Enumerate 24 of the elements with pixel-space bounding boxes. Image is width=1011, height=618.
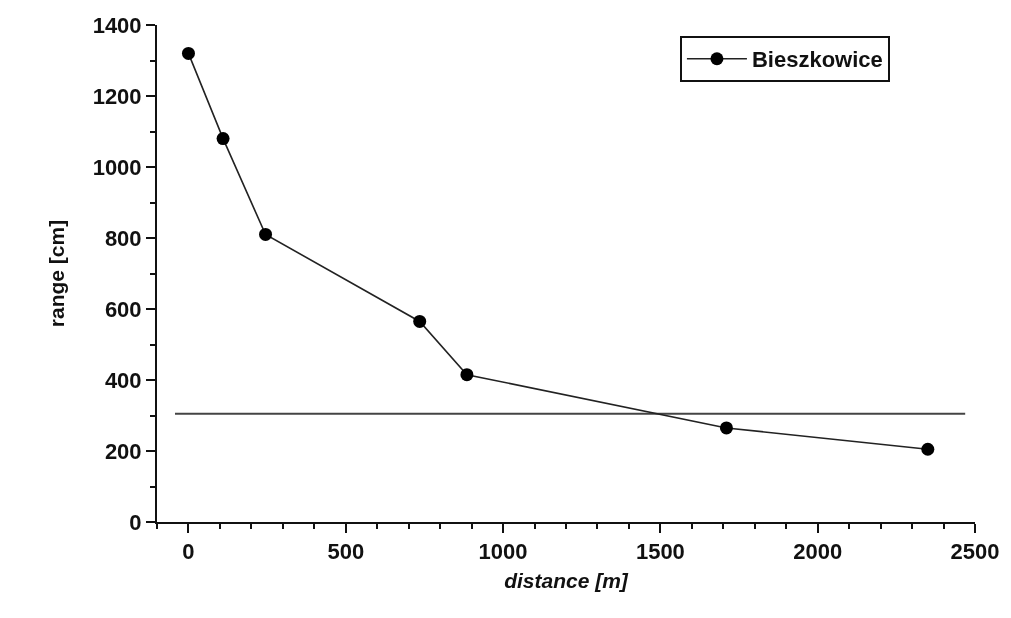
- y-tick-label: 1000: [92, 154, 142, 180]
- legend-label: Bieszkowice: [751, 47, 883, 73]
- y-tick-label: 800: [104, 225, 142, 251]
- point: [460, 368, 474, 382]
- x-tick-label: 1500: [635, 539, 685, 565]
- point: [181, 46, 195, 60]
- x-axis-title: distance [m]: [504, 569, 629, 593]
- y-tick-label: 400: [104, 367, 142, 393]
- point: [719, 421, 733, 435]
- point: [259, 227, 273, 241]
- y-tick-label: 600: [104, 296, 142, 322]
- y-tick-label: 1200: [92, 83, 142, 109]
- point: [413, 314, 427, 328]
- y-axis-title: range [cm]: [45, 219, 69, 328]
- y-tick-label: 1400: [92, 12, 142, 38]
- x-tick-label: 1000: [478, 539, 528, 565]
- y-tick-label: 0: [129, 509, 142, 535]
- x-tick-label: 0: [182, 539, 195, 565]
- y-tick-label: 200: [104, 438, 142, 464]
- x-tick-label: 2500: [950, 539, 1000, 565]
- point: [921, 442, 935, 456]
- x-tick-label: 2000: [793, 539, 843, 565]
- point: [216, 132, 230, 146]
- x-tick-label: 500: [327, 539, 365, 565]
